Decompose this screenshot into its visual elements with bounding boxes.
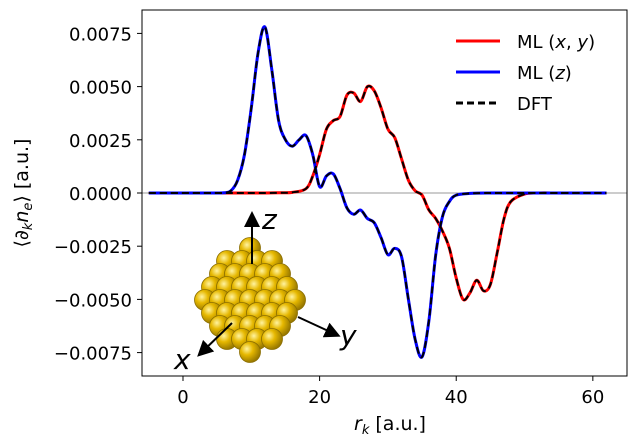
x-axis-symbol: x xyxy=(173,343,191,376)
coordinate-axes: z y x xyxy=(173,203,357,376)
x-tick-label: 20 xyxy=(308,387,331,408)
y-tick-label: 0.0025 xyxy=(69,131,132,152)
x-ticks: 0 20 40 60 xyxy=(177,376,604,408)
gold-atom xyxy=(261,328,283,350)
x-tick-label: 40 xyxy=(445,387,468,408)
series-group xyxy=(148,25,607,359)
y-axis-symbol: y xyxy=(339,319,357,352)
legend-label-ml-xy: ML (x, y) xyxy=(517,32,595,53)
y-tick-label: −0.0025 xyxy=(54,237,132,258)
x-tick-label: 60 xyxy=(581,387,604,408)
legend-label-dft: DFT xyxy=(517,94,553,115)
series-line-dft-1 xyxy=(148,25,607,359)
x-arrow xyxy=(197,322,233,357)
nanoparticle-illustration xyxy=(194,237,306,363)
y-arrow xyxy=(297,316,341,338)
x-axis-label: rk [a.u.] xyxy=(354,413,426,435)
legend: ML (x, y) ML (z) DFT xyxy=(456,32,595,115)
y-axis-label: ⟨∂kne⟩ [a.u.] xyxy=(11,139,36,248)
y-tick-label: −0.0075 xyxy=(54,344,132,365)
x-tick-label: 0 xyxy=(177,387,188,408)
y-tick-label: −0.0050 xyxy=(54,290,132,311)
z-axis-symbol: z xyxy=(261,203,278,236)
y-ticks: −0.0075 −0.0050 −0.0025 0.0000 0.0025 0.0050 0… xyxy=(54,24,142,365)
plot-area xyxy=(142,25,627,359)
series-line-dft-0 xyxy=(148,85,607,301)
y-tick-label: 0.0000 xyxy=(69,184,132,205)
gold-atom xyxy=(239,341,261,363)
y-tick-label: 0.0075 xyxy=(69,24,132,45)
y-tick-label: 0.0050 xyxy=(69,78,132,99)
legend-label-ml-z: ML (z) xyxy=(517,63,572,84)
